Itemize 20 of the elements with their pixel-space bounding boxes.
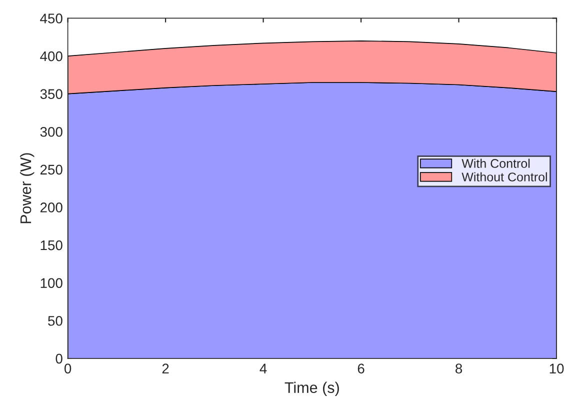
x-tick-label: 8 (456, 364, 462, 374)
x-axis-title: Time (s) (284, 382, 339, 396)
y-tick-label: 350 (40, 89, 62, 99)
y-tick-label: 450 (40, 14, 62, 24)
y-tick-label: 0 (56, 354, 62, 364)
legend-label: Without Control (462, 172, 547, 182)
x-tick-label: 4 (260, 364, 267, 374)
x-tick-label: 6 (358, 364, 364, 374)
y-tick-label: 250 (40, 164, 62, 175)
y-axis-title: Power (W) (20, 153, 34, 224)
x-tick-label: 0 (64, 364, 72, 374)
x-tick-label: 2 (162, 364, 169, 374)
y-tick-label: 300 (40, 126, 62, 137)
y-tick-label: 100 (40, 278, 62, 288)
legend-label: With Control (462, 158, 530, 168)
x-tick-label: 10 (550, 364, 564, 374)
y-tick-label: 200 (40, 202, 62, 212)
y-tick-label: 400 (40, 51, 62, 62)
y-tick-label: 50 (48, 316, 62, 326)
y-tick-label: 150 (40, 240, 62, 250)
